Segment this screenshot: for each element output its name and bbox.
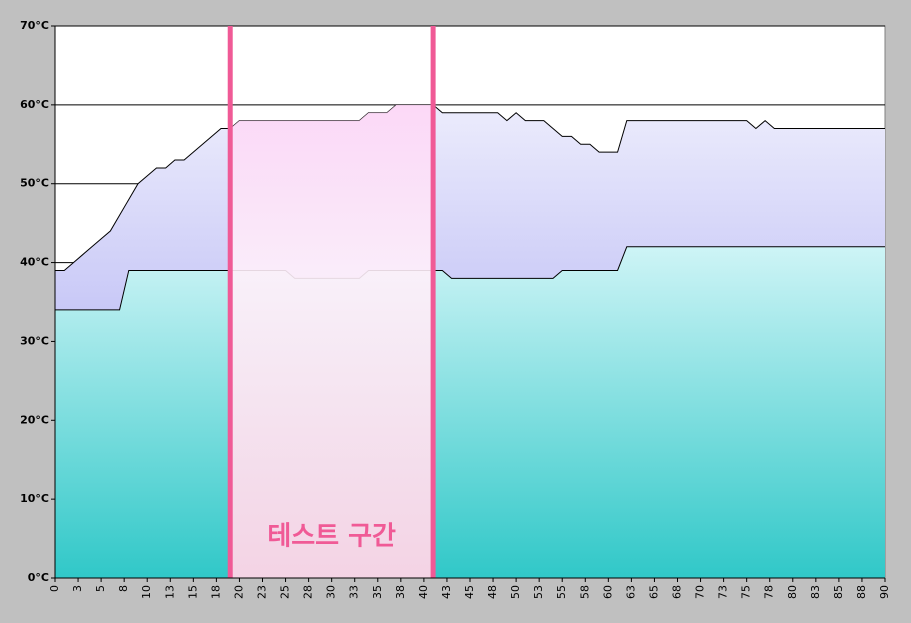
series-line xyxy=(55,104,885,271)
x-tick-label: 10 xyxy=(140,585,153,599)
y-tick-label: 0°C xyxy=(28,571,49,584)
x-tick-label: 45 xyxy=(463,585,476,599)
x-tick-label: 8 xyxy=(117,585,130,592)
x-tick-label: 88 xyxy=(855,585,868,599)
y-tick-label: 20°C xyxy=(20,413,49,426)
x-tick-label: 80 xyxy=(786,585,799,599)
x-tick-label: 38 xyxy=(394,585,407,599)
x-tick-label: 15 xyxy=(186,585,199,599)
x-tick-label: 5 xyxy=(94,585,107,592)
x-tick-label: 13 xyxy=(163,585,176,599)
x-tick-label: 0 xyxy=(48,585,61,592)
x-tick-label: 23 xyxy=(256,585,269,599)
x-tick-label: 35 xyxy=(371,585,384,599)
x-tick-label: 78 xyxy=(763,585,776,599)
x-tick-label: 55 xyxy=(555,585,568,599)
x-tick-label: 33 xyxy=(348,585,361,599)
x-tick-label: 70 xyxy=(694,585,707,599)
x-tick-label: 3 xyxy=(71,585,84,592)
y-tick-label: 10°C xyxy=(20,492,49,505)
x-tick-label: 53 xyxy=(532,585,545,599)
x-tick-label: 73 xyxy=(717,585,730,599)
x-tick-label: 30 xyxy=(325,585,338,599)
x-tick-label: 85 xyxy=(832,585,845,599)
x-tick-label: 48 xyxy=(486,585,499,599)
x-tick-label: 28 xyxy=(302,585,315,599)
y-tick-label: 50°C xyxy=(20,177,49,190)
y-tick-label: 30°C xyxy=(20,334,49,347)
y-tick-label: 60°C xyxy=(20,98,49,111)
x-tick-label: 40 xyxy=(417,585,430,599)
x-tick-label: 83 xyxy=(809,585,822,599)
x-tick-label: 43 xyxy=(440,585,453,599)
series-line xyxy=(55,246,885,311)
x-tick-label: 60 xyxy=(601,585,614,599)
highlight-label: 테스트 구간 xyxy=(267,522,396,552)
x-tick-label: 75 xyxy=(740,585,753,599)
x-tick-label: 63 xyxy=(624,585,637,599)
x-tick-label: 20 xyxy=(232,585,245,599)
x-tick-label: 18 xyxy=(209,585,222,599)
y-tick-label: 70°C xyxy=(20,19,49,32)
x-tick-label: 68 xyxy=(671,585,684,599)
highlight-zone xyxy=(230,104,434,578)
x-tick-label: 50 xyxy=(509,585,522,599)
area-fill xyxy=(55,246,885,579)
x-tick-label: 90 xyxy=(878,585,891,599)
x-tick-label: 65 xyxy=(647,585,660,599)
y-tick-label: 40°C xyxy=(20,256,49,269)
x-tick-label: 25 xyxy=(279,585,292,599)
x-tick-label: 58 xyxy=(578,585,591,599)
